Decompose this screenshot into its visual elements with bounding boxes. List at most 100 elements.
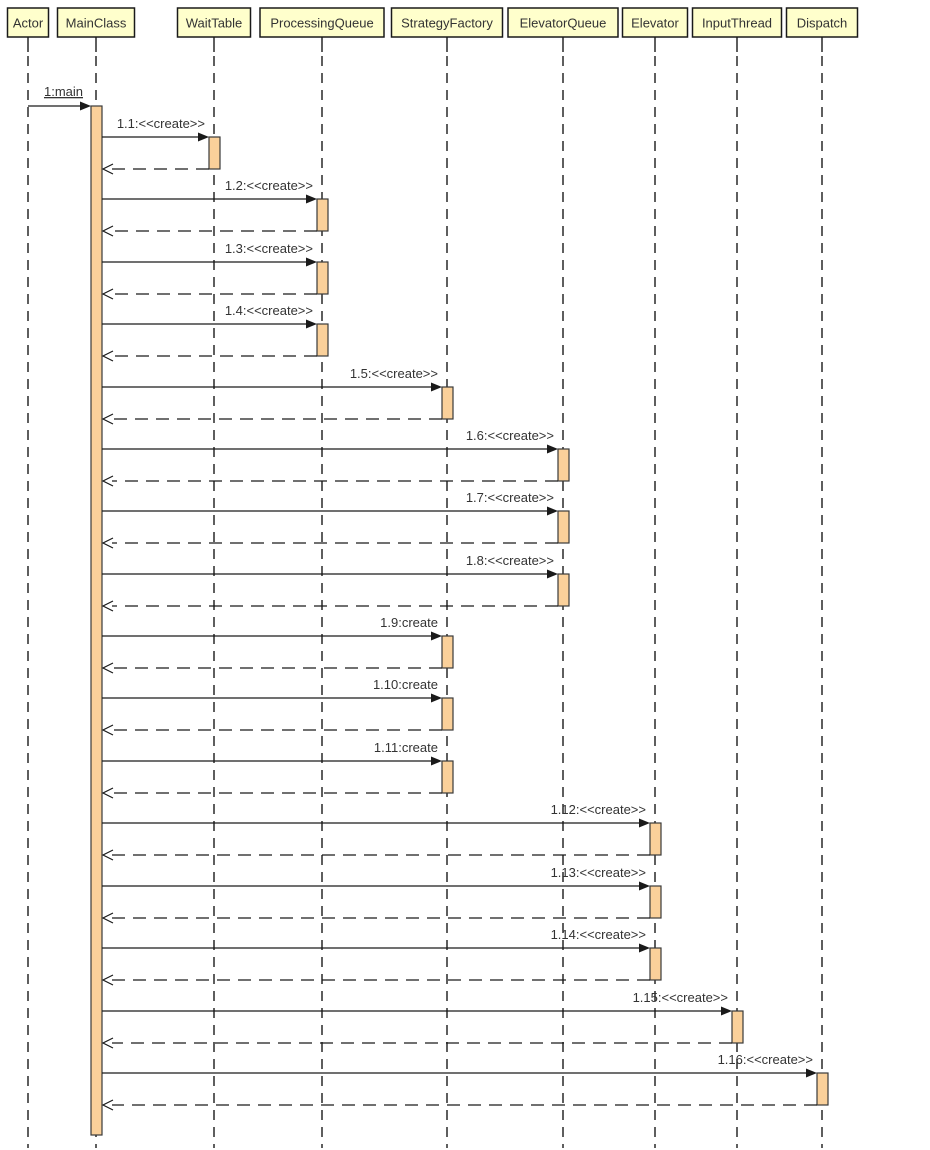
lifeline-head-label: ElevatorQueue (520, 16, 607, 31)
message-label: 1:main (44, 84, 83, 99)
message-arrowhead-icon (639, 818, 650, 828)
activation-bar (316, 261, 329, 295)
message-label: 1.4:<<create>> (225, 303, 313, 318)
message-1.4: 1.4:<<create>> (101, 303, 329, 362)
message-1.14: 1.14:<<create>> (101, 927, 662, 986)
return-arrowhead-icon (101, 1037, 114, 1049)
lifeline-head-actor: Actor (6, 7, 50, 38)
message-arrowhead-icon (431, 693, 442, 703)
message-1.12: 1.12:<<create>> (101, 802, 662, 861)
return-arrowhead-icon (101, 600, 114, 612)
message-arrowhead-icon (431, 756, 442, 766)
lifeline-head-label: Actor (13, 16, 44, 31)
return-arrowhead-icon (101, 350, 114, 362)
message-arrowhead-icon (806, 1068, 817, 1078)
message-label: 1.11:create (374, 740, 438, 755)
message-arrowhead-icon (547, 506, 558, 516)
message-1.13: 1.13:<<create>> (101, 865, 662, 924)
message-label: 1.9:create (380, 615, 438, 630)
message-1.2: 1.2:<<create>> (101, 178, 329, 237)
lifeline-head-box (259, 7, 385, 38)
return-arrowhead-icon (101, 537, 114, 549)
message-arrowhead-icon (431, 631, 442, 641)
message-1.10: 1.10:create (101, 677, 454, 736)
lifeline-head-strategyfactory: StrategyFactory (390, 7, 504, 38)
activation-bar (649, 822, 662, 856)
message-arrowhead-icon (306, 319, 317, 329)
message-label: 1.2:<<create>> (225, 178, 313, 193)
message-1.8: 1.8:<<create>> (101, 553, 570, 612)
return-arrowhead-icon (101, 974, 114, 986)
activation-bar (208, 136, 221, 170)
lifeline-head-box (6, 7, 50, 38)
activation-bar (441, 697, 454, 731)
activation-bar (557, 573, 570, 607)
activation-bar (316, 198, 329, 232)
message-label: 1.8:<<create>> (466, 553, 554, 568)
message-arrowhead-icon (306, 194, 317, 204)
lifeline-head-label: StrategyFactory (401, 16, 493, 31)
return-arrowhead-icon (101, 475, 114, 487)
activation-bar (731, 1010, 744, 1044)
return-arrowhead-icon (101, 912, 114, 924)
return-arrowhead-icon (101, 1099, 114, 1111)
activation-bar (316, 323, 329, 357)
lifeline-head-inputthread: InputThread (691, 7, 783, 38)
lifeline-head-label: WaitTable (186, 16, 243, 31)
lifeline-head-box (390, 7, 504, 38)
message-1: 1:main (28, 84, 91, 111)
message-1.6: 1.6:<<create>> (101, 428, 570, 487)
message-arrowhead-icon (639, 943, 650, 953)
lifeline-head-dispatch: Dispatch (785, 7, 859, 38)
return-arrowhead-icon (101, 163, 114, 175)
activation-bar (441, 386, 454, 420)
message-label: 1.5:<<create>> (350, 366, 438, 381)
return-arrowhead-icon (101, 849, 114, 861)
activation-bar (557, 448, 570, 482)
message-label: 1.16:<<create>> (718, 1052, 813, 1067)
lifeline-head-processingqueue: ProcessingQueue (259, 7, 385, 38)
return-arrowhead-icon (101, 413, 114, 425)
activation-bar (557, 510, 570, 544)
message-1.15: 1.15:<<create>> (101, 990, 744, 1049)
lifeline-head-box (56, 7, 136, 38)
lifeline-head-label: MainClass (66, 16, 127, 31)
activation-bar-mainclass (90, 105, 103, 1136)
activation-bar (441, 760, 454, 794)
return-arrowhead-icon (101, 662, 114, 674)
message-label: 1.1:<<create>> (117, 116, 205, 131)
lifeline-head-waittable: WaitTable (176, 7, 252, 38)
message-1.5: 1.5:<<create>> (101, 366, 454, 425)
message-label: 1.10:create (373, 677, 438, 692)
message-1.9: 1.9:create (101, 615, 454, 674)
lifeline-head-label: InputThread (702, 16, 772, 31)
return-arrowhead-icon (101, 787, 114, 799)
lifeline-head-elevatorqueue: ElevatorQueue (507, 7, 619, 38)
activation-bar (816, 1072, 829, 1106)
lifeline-head-box (507, 7, 619, 38)
lifeline-head-box (785, 7, 859, 38)
message-1.16: 1.16:<<create>> (101, 1052, 829, 1111)
message-arrowhead-icon (721, 1006, 732, 1016)
message-arrowhead-icon (198, 132, 209, 142)
return-arrowhead-icon (101, 724, 114, 736)
lifeline-head-box (691, 7, 783, 38)
message-arrowhead-icon (547, 444, 558, 454)
message-1.1: 1.1:<<create>> (101, 116, 221, 175)
lifeline-head-label: Dispatch (797, 16, 848, 31)
message-label: 1.6:<<create>> (466, 428, 554, 443)
message-arrowhead-icon (431, 382, 442, 392)
message-1.11: 1.11:create (101, 740, 454, 799)
lifeline-head-box (176, 7, 252, 38)
activation-bar (649, 885, 662, 919)
return-arrowhead-icon (101, 288, 114, 300)
message-label: 1.3:<<create>> (225, 241, 313, 256)
message-label: 1.15:<<create>> (633, 990, 728, 1005)
message-arrowhead-icon (306, 257, 317, 267)
message-label: 1.12:<<create>> (551, 802, 646, 817)
message-1.3: 1.3:<<create>> (101, 241, 329, 300)
lifeline-head-label: ProcessingQueue (270, 16, 373, 31)
message-arrowhead-icon (80, 101, 91, 111)
